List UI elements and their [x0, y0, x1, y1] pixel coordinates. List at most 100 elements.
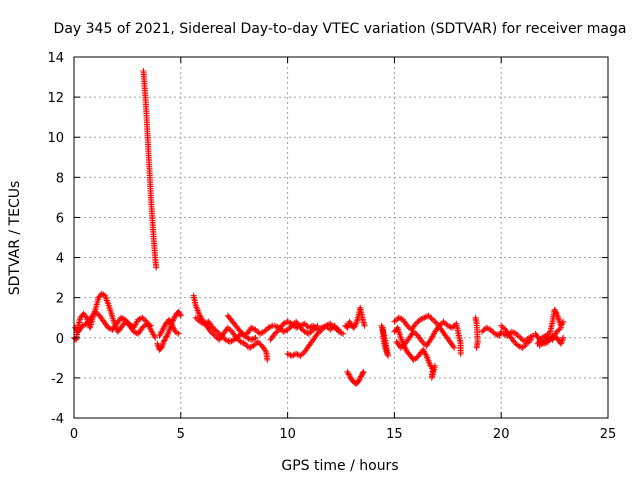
data-point — [418, 316, 425, 323]
data-point — [314, 330, 321, 337]
data-point — [538, 334, 545, 341]
data-point — [247, 344, 254, 351]
data-point — [361, 322, 368, 329]
data-point — [153, 264, 160, 271]
data-point — [498, 322, 505, 329]
data-point — [93, 310, 100, 317]
data-point — [545, 334, 552, 341]
data-point — [176, 310, 183, 317]
data-point — [162, 336, 169, 343]
y-tick-label: 14 — [47, 51, 64, 66]
data-point — [552, 308, 559, 315]
data-point — [480, 327, 487, 334]
data-point — [521, 338, 528, 345]
data-point — [347, 374, 354, 381]
data-point — [421, 314, 428, 321]
data-point — [449, 324, 456, 331]
data-point — [317, 328, 324, 335]
data-point — [280, 320, 287, 327]
data-point — [140, 323, 147, 330]
data-point — [251, 341, 258, 348]
data-point — [484, 325, 491, 332]
data-point — [301, 320, 308, 327]
data-point — [345, 370, 352, 377]
data-point — [201, 320, 208, 327]
data-point — [344, 368, 351, 375]
data-point — [450, 323, 457, 330]
data-point — [335, 328, 342, 335]
data-point — [209, 330, 216, 337]
data-point — [503, 332, 510, 339]
data-point — [355, 378, 362, 385]
data-point — [139, 314, 146, 321]
data-point — [523, 337, 530, 344]
data-point — [539, 340, 546, 347]
data-point — [441, 320, 448, 327]
data-point — [295, 352, 302, 359]
data-point — [280, 328, 287, 335]
data-point — [487, 326, 494, 333]
data-point — [288, 322, 295, 329]
data-point — [286, 351, 293, 358]
data-point — [198, 319, 205, 326]
data-point — [237, 338, 244, 345]
data-point — [140, 316, 147, 323]
data-point — [359, 369, 366, 376]
data-point — [345, 371, 352, 378]
data-point — [276, 324, 283, 331]
data-point — [307, 329, 314, 336]
data-point — [301, 328, 308, 335]
data-point — [143, 320, 150, 327]
y-tick-label: -2 — [51, 372, 64, 387]
data-point — [252, 334, 259, 341]
data-point — [414, 319, 421, 326]
data-point — [324, 324, 331, 331]
data-point — [281, 320, 288, 327]
data-point — [536, 342, 543, 349]
x-tick-label: 20 — [493, 427, 510, 442]
data-point — [80, 322, 87, 329]
data-point — [226, 338, 233, 345]
data-point — [241, 340, 248, 347]
data-point — [391, 318, 398, 325]
data-point — [346, 318, 353, 325]
data-point — [397, 344, 404, 351]
data-point — [170, 316, 177, 323]
data-point — [436, 322, 443, 329]
y-tick-label: 0 — [56, 332, 64, 347]
data-point — [315, 329, 322, 336]
data-point — [194, 316, 201, 323]
data-point — [231, 336, 238, 343]
data-point — [249, 336, 256, 343]
data-point — [162, 334, 169, 341]
data-point — [256, 340, 263, 347]
data-point — [491, 330, 498, 337]
data-point — [256, 330, 263, 337]
data-point — [512, 340, 519, 347]
data-point — [517, 334, 524, 341]
data-point — [177, 312, 184, 319]
y-tick-label: 2 — [56, 292, 64, 307]
data-point — [327, 326, 334, 333]
y-tick-label: 8 — [56, 171, 64, 186]
data-point — [419, 338, 426, 345]
data-point — [311, 325, 318, 332]
data-point — [297, 324, 304, 331]
data-point — [219, 334, 226, 341]
data-point — [286, 325, 293, 332]
data-point — [293, 350, 300, 357]
data-point — [519, 344, 526, 351]
data-point — [235, 332, 242, 339]
data-point — [424, 313, 431, 320]
data-point — [251, 335, 258, 342]
x-tick-label: 10 — [279, 427, 296, 442]
y-tick-label: 4 — [56, 252, 64, 267]
data-point — [239, 339, 246, 346]
data-point — [228, 338, 235, 345]
data-point — [399, 343, 406, 350]
data-point — [246, 344, 253, 351]
data-point — [284, 350, 291, 357]
data-point — [556, 326, 563, 333]
data-point — [559, 320, 566, 327]
data-point — [262, 327, 269, 334]
